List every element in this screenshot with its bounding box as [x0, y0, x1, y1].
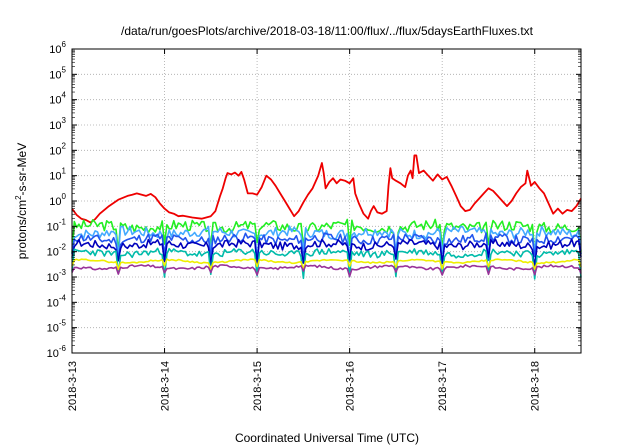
series-group	[71, 154, 582, 280]
y-axis-label-main: protons/cm	[15, 200, 29, 259]
y-axis-label: protons/cm2-s-sr-MeV	[14, 143, 29, 259]
y-tick-exponent: 4	[62, 91, 67, 100]
x-ticks: 2018-3-13 2018-3-14 2018-3-15 2018-3-16 2018…	[67, 49, 542, 411]
y-axis-label-rest: -s-sr-MeV	[15, 143, 29, 196]
y-tick-label: 10-6	[47, 344, 67, 360]
y-tick-label: 102	[49, 141, 66, 157]
y-tick-base: 10	[47, 272, 59, 284]
y-tick-exponent: -6	[59, 344, 67, 353]
y-tick-exponent: -4	[59, 293, 67, 302]
y-tick-exponent: -3	[59, 268, 67, 277]
y-tick-base: 10	[47, 221, 59, 233]
series-line-5	[71, 247, 582, 280]
y-tick-label: 10-2	[47, 243, 67, 259]
y-tick-exponent: 6	[62, 40, 67, 49]
y-tick-label: 103	[49, 116, 66, 132]
y-tick-label: 100	[49, 192, 66, 208]
y-tick-label: 105	[49, 65, 66, 81]
y-axis-label-sup: 2	[14, 195, 23, 200]
y-tick-exponent: -1	[59, 217, 67, 226]
x-tick-label: 2018-3-14	[160, 361, 172, 411]
series-line-3	[71, 232, 582, 264]
y-tick-base: 10	[49, 196, 61, 208]
series-line-6	[71, 258, 582, 271]
series-line-4	[71, 238, 582, 268]
grid	[71, 49, 581, 353]
y-tick-label: 101	[49, 167, 66, 183]
x-tick-label: 2018-3-18	[530, 361, 542, 411]
y-tick-label: 10-3	[47, 268, 67, 284]
y-tick-base: 10	[49, 145, 61, 157]
x-tick-label: 2018-3-17	[437, 361, 449, 411]
y-tick-exponent: 3	[62, 116, 67, 125]
y-tick-base: 10	[47, 348, 59, 360]
y-tick-exponent: -2	[59, 243, 67, 252]
y-tick-label: 106	[49, 40, 66, 56]
y-tick-base: 10	[47, 323, 59, 335]
x-tick-label: 2018-3-15	[252, 361, 264, 411]
y-tick-base: 10	[47, 297, 59, 309]
y-tick-base: 10	[49, 69, 61, 81]
y-tick-base: 10	[49, 120, 61, 132]
y-tick-exponent: 5	[62, 65, 67, 74]
series-line-1	[71, 218, 582, 256]
y-tick-exponent: 2	[62, 141, 67, 150]
y-tick-exponent: -5	[59, 319, 67, 328]
series-line-2	[71, 225, 582, 260]
x-axis-label: Coordinated Universal Time (UTC)	[235, 431, 419, 445]
y-tick-base: 10	[49, 95, 61, 107]
y-ticks: 10-610-510-410-310-210-11001011021031041…	[47, 40, 581, 360]
chart-title: /data/run/goesPlots/archive/2018-03-18/1…	[121, 24, 534, 38]
series-line-7	[71, 264, 582, 278]
y-tick-exponent: 1	[62, 167, 67, 176]
series-line-0	[71, 154, 582, 224]
y-tick-label: 10-1	[47, 217, 67, 233]
x-tick-label: 2018-3-16	[345, 361, 357, 411]
y-tick-base: 10	[49, 171, 61, 183]
y-tick-exponent: 0	[62, 192, 67, 201]
y-tick-base: 10	[47, 247, 59, 259]
y-tick-label: 10-5	[47, 319, 67, 335]
y-tick-label: 10-4	[47, 293, 67, 309]
x-tick-label: 2018-3-13	[67, 361, 79, 411]
y-tick-base: 10	[49, 44, 61, 56]
y-tick-label: 104	[49, 91, 66, 107]
